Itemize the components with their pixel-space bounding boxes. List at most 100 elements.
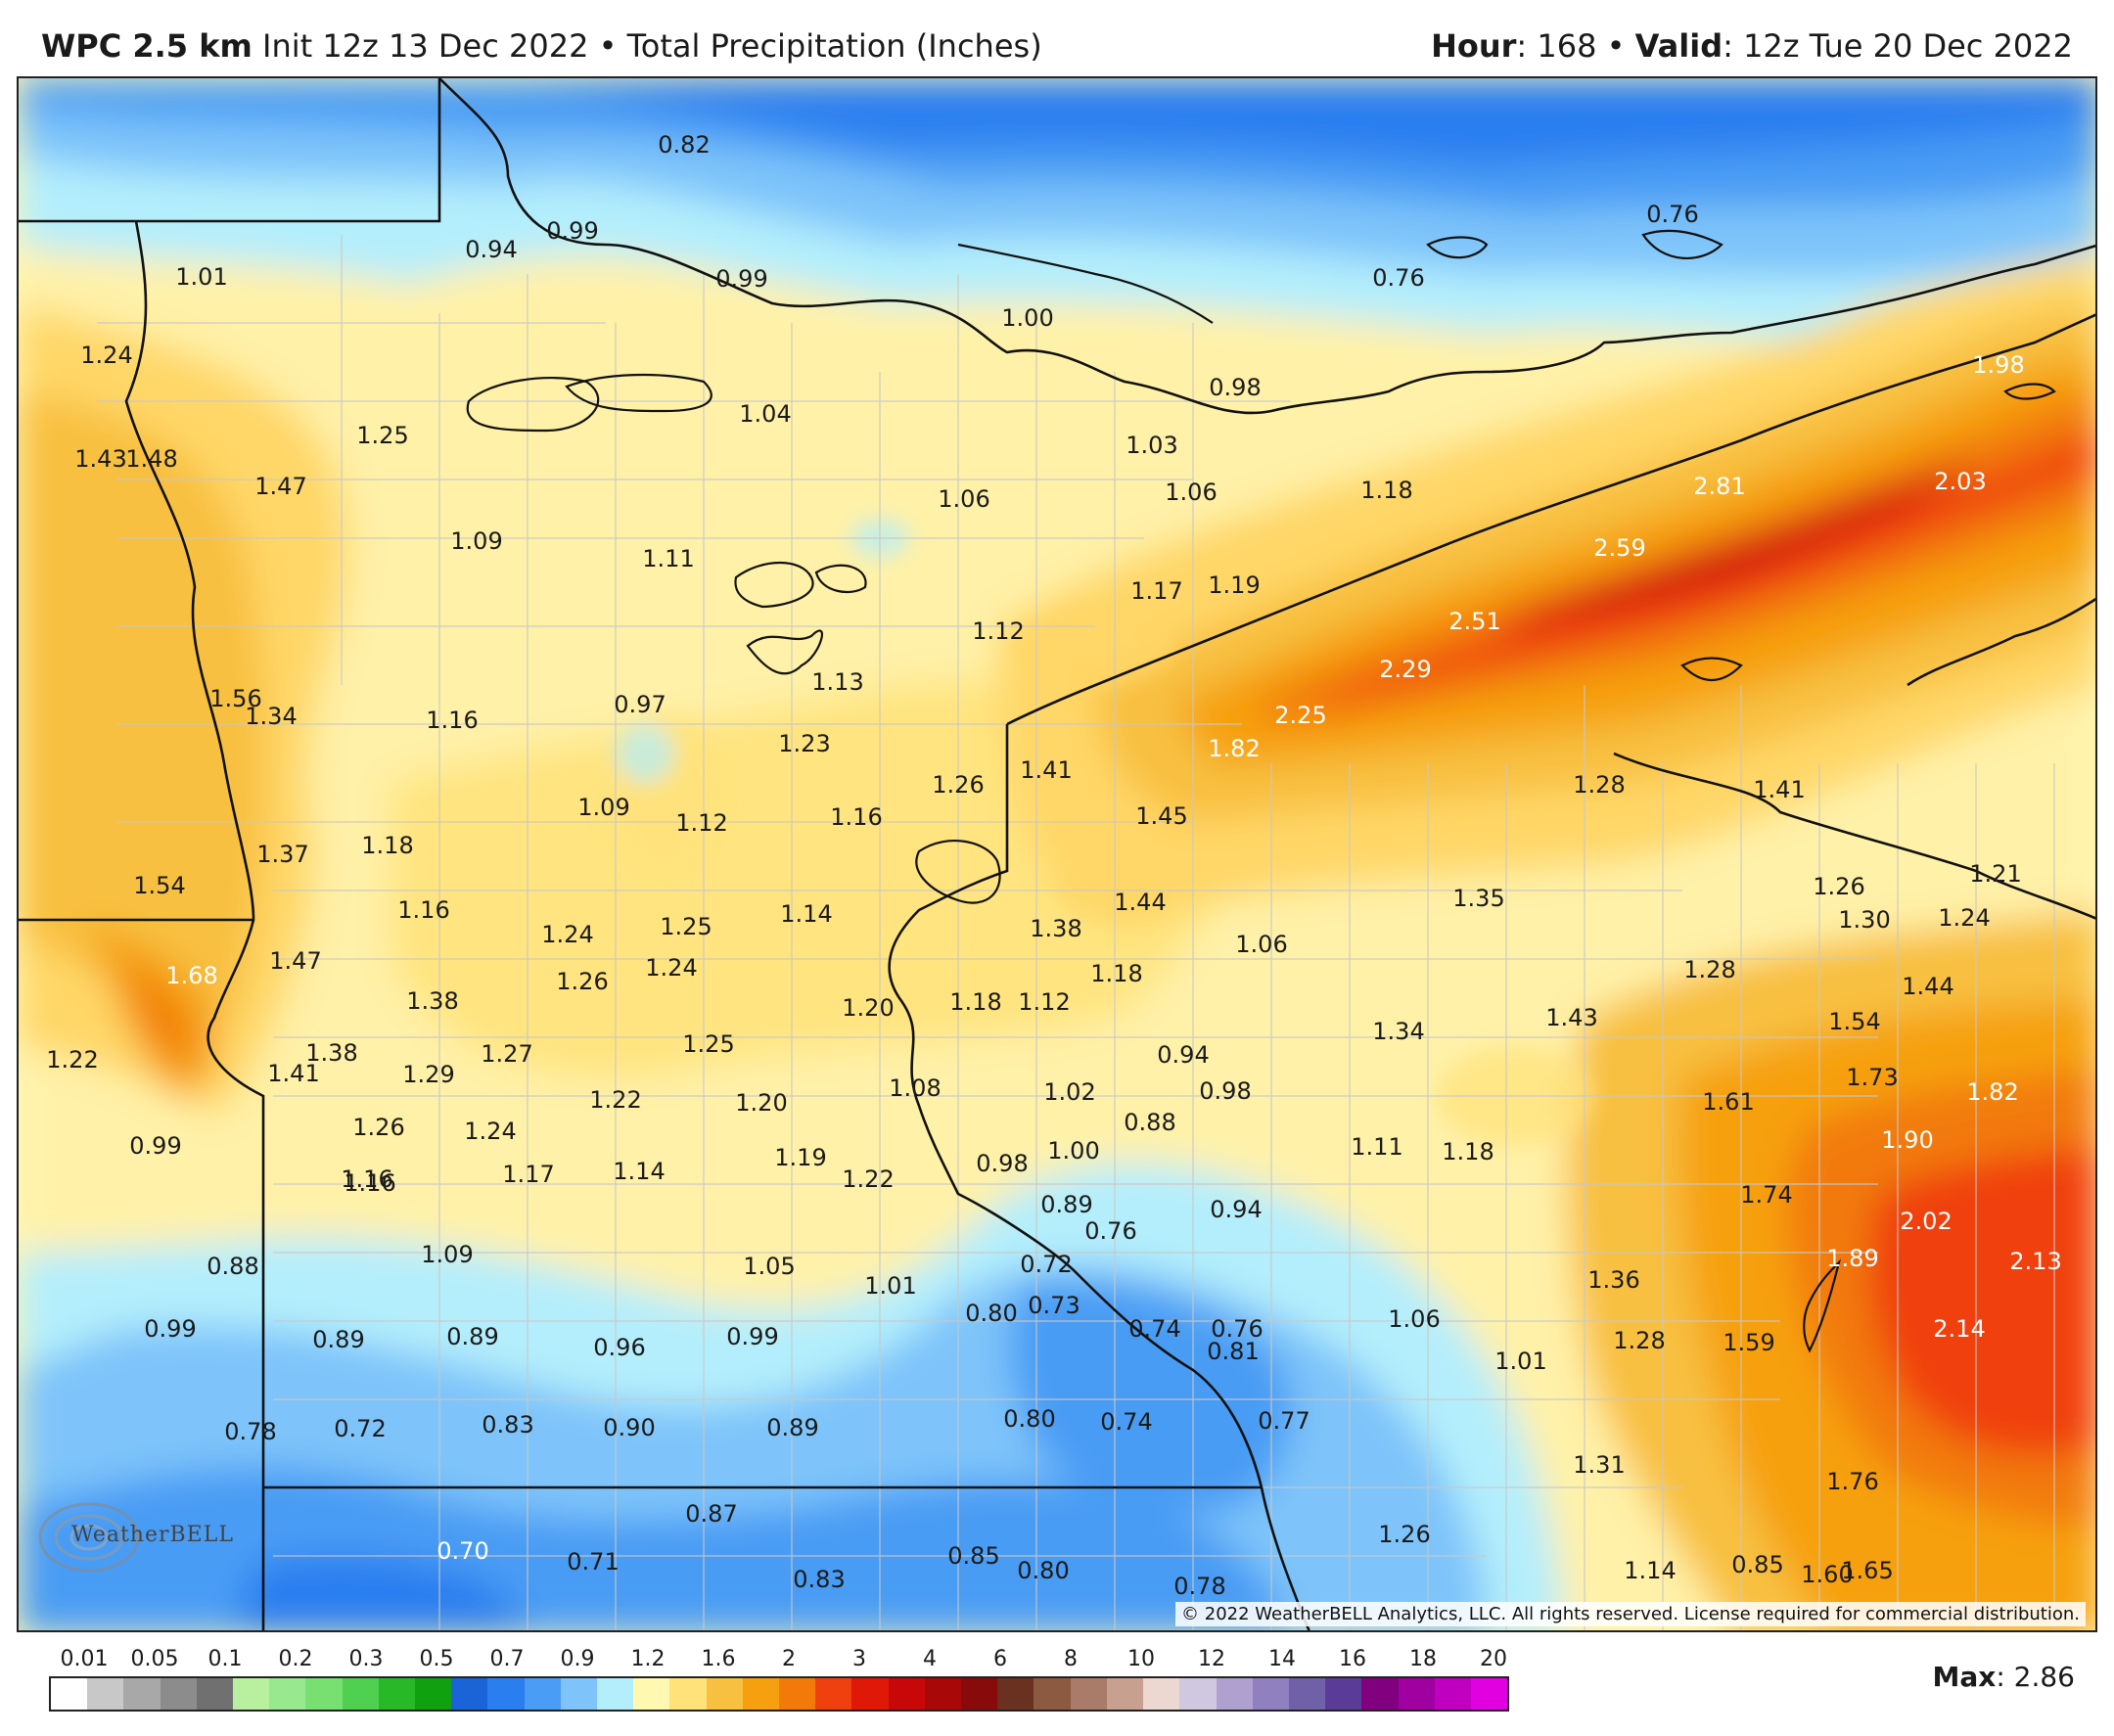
- precip-value-label: 1.41: [267, 1060, 320, 1087]
- precip-value-label: 2.59: [1593, 534, 1646, 562]
- precip-value-label: 1.56: [209, 685, 262, 712]
- precip-value-label: 1.37: [256, 841, 309, 868]
- legend-color-swatch: [706, 1678, 743, 1710]
- precip-value-label: 1.54: [133, 872, 186, 899]
- legend-color-swatch: [1070, 1678, 1107, 1710]
- legend-color-swatch: [1143, 1678, 1180, 1710]
- precip-value-label: 0.99: [546, 217, 599, 245]
- hour-value: : 168: [1516, 27, 1597, 65]
- precip-value-label: 0.89: [312, 1326, 365, 1353]
- valid-value: : 12z Tue 20 Dec 2022: [1723, 27, 2073, 65]
- precip-value-label: 1.61: [1702, 1088, 1755, 1116]
- precip-value-label: 1.12: [1018, 988, 1071, 1016]
- precipitation-map[interactable]: 0.82 0.99 0.94 1.01 0.99 1.00 0.76 0.76 0.98 1.98…: [17, 76, 2097, 1632]
- legend-color-swatch: [633, 1678, 670, 1710]
- legend-color-swatch: [1216, 1678, 1253, 1710]
- precip-value-label: 1.06: [1165, 479, 1218, 506]
- precip-value-label: 1.23: [778, 730, 831, 757]
- max-number: : 2.86: [1996, 1661, 2075, 1693]
- precip-value-label: 0.98: [1199, 1077, 1252, 1105]
- precip-value-label: 0.85: [947, 1542, 1000, 1570]
- precip-value-label: 1.30: [1838, 906, 1891, 934]
- precip-value-label: 0.85: [1731, 1551, 1784, 1578]
- legend-color-swatch: [560, 1678, 598, 1710]
- legend-color-swatch: [924, 1678, 962, 1710]
- precip-value-label: 0.96: [593, 1334, 646, 1361]
- precip-value-label: 1.18: [1442, 1138, 1494, 1165]
- legend-tick-label: 6: [993, 1647, 1007, 1671]
- precip-value-label: 1.11: [642, 545, 695, 572]
- precip-value-label: 1.76: [1826, 1468, 1879, 1495]
- map-canvas: [19, 78, 2095, 1630]
- legend-color-swatch: [1325, 1678, 1362, 1710]
- precip-value-label: 1.18: [1090, 960, 1143, 987]
- max-label: Max: [1932, 1661, 1997, 1693]
- title-separator: •: [598, 27, 618, 65]
- precip-value-label: 1.09: [450, 527, 503, 555]
- precip-value-label: 1.19: [774, 1144, 827, 1171]
- precip-value-label: 1.65: [1841, 1557, 1894, 1584]
- county-grid: [97, 235, 2055, 1630]
- precip-value-label: 2.03: [1934, 468, 1987, 495]
- precip-value-label: 2.29: [1379, 656, 1432, 683]
- precip-value-label: 1.54: [1828, 1008, 1881, 1035]
- precip-value-label: 2.02: [1900, 1208, 1953, 1235]
- precip-value-label: 1.12: [972, 617, 1025, 645]
- legend-tick-label: 0.3: [348, 1647, 384, 1671]
- precip-value-label: 0.98: [976, 1150, 1029, 1177]
- legend-tick-label: 12: [1198, 1647, 1225, 1671]
- init-text: Init 12z 13 Dec 2022: [262, 27, 589, 65]
- precip-value-label: 1.01: [175, 263, 228, 291]
- precip-value-label: 1.00: [1001, 304, 1054, 332]
- legend-tick-label: 0.01: [60, 1647, 109, 1671]
- model-label: WPC 2.5 km: [41, 27, 253, 65]
- precip-value-label: 0.87: [685, 1500, 738, 1528]
- precip-value-label: 0.99: [726, 1323, 779, 1350]
- legend-color-swatch: [1179, 1678, 1217, 1710]
- precip-value-label: 1.43: [74, 445, 127, 473]
- precip-value-label: 1.06: [938, 485, 990, 513]
- precip-value-label: 0.99: [129, 1132, 182, 1160]
- precip-value-label: 1.44: [1114, 889, 1167, 916]
- precip-value-label: 0.99: [144, 1315, 197, 1343]
- precip-value-label: 1.12: [675, 809, 728, 837]
- precip-value-label: 1.26: [556, 968, 609, 995]
- logo-text: WeatherBELL: [71, 1523, 234, 1547]
- precip-value-label: 1.28: [1683, 956, 1736, 983]
- precip-value-label: 0.76: [1211, 1315, 1264, 1343]
- precip-value-label: 0.89: [766, 1414, 819, 1441]
- legend-tick-label: 14: [1268, 1647, 1296, 1671]
- precip-value-label: 1.11: [1351, 1133, 1403, 1161]
- state-borders: [19, 78, 2095, 1630]
- precip-value-label: 1.22: [46, 1046, 99, 1074]
- precip-value-label: 1.35: [1452, 885, 1505, 912]
- precip-value-label: 1.16: [830, 803, 883, 831]
- valid-label: Valid: [1634, 27, 1723, 65]
- legend-tick-label: 10: [1127, 1647, 1155, 1671]
- precip-value-label: 1.09: [577, 794, 630, 821]
- legend-tick-label: 8: [1064, 1647, 1078, 1671]
- legend-color-swatch: [1434, 1678, 1471, 1710]
- legend-color-bar: [49, 1676, 1509, 1712]
- legend-color-swatch: [1034, 1678, 1071, 1710]
- product-text: Total Precipitation (Inches): [626, 27, 1042, 65]
- legend-color-swatch: [487, 1678, 525, 1710]
- precip-value-label: 0.73: [1028, 1292, 1080, 1319]
- legend-tick-label: 2: [782, 1647, 796, 1671]
- legend-tick-label: 18: [1409, 1647, 1437, 1671]
- precip-value-label: 2.14: [1933, 1315, 1986, 1343]
- valid-separator: •: [1606, 27, 1626, 65]
- precip-value-label: 1.13: [811, 668, 864, 696]
- legend-color-swatch: [779, 1678, 816, 1710]
- precip-value-label: 1.28: [1573, 771, 1626, 799]
- precip-value-label: 0.88: [1124, 1109, 1176, 1136]
- precip-value-label: 1.04: [739, 400, 792, 428]
- precip-value-label: 1.20: [842, 994, 895, 1022]
- legend-color-swatch: [87, 1678, 124, 1710]
- legend-tick-label: 1.6: [701, 1647, 736, 1671]
- precip-value-label: 1.29: [402, 1061, 455, 1088]
- legend-color-swatch: [160, 1678, 197, 1710]
- legend-color-swatch: [378, 1678, 416, 1710]
- precip-value-label: 1.14: [1624, 1557, 1677, 1584]
- precip-value-label: 1.01: [864, 1272, 917, 1300]
